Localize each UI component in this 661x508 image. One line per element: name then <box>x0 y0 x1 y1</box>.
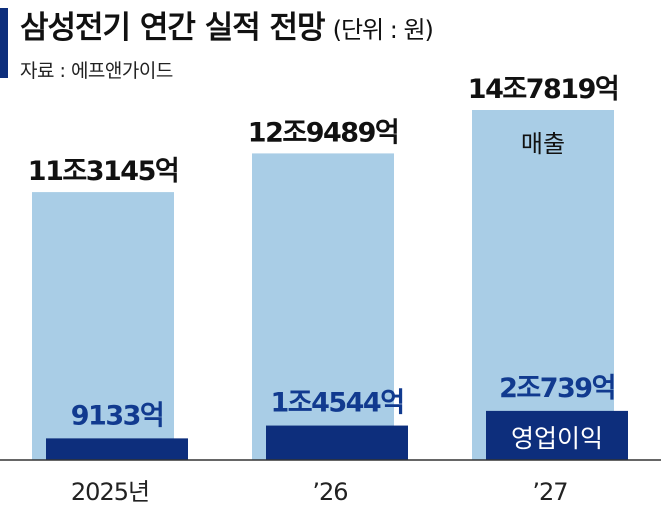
operating-profit-bar <box>46 438 188 460</box>
revenue-bar <box>472 110 614 460</box>
operating-profit-value-label: 2조739억 <box>499 373 615 404</box>
operating-profit-value-label: 1조4544억 <box>270 388 403 419</box>
revenue-value-label: 11조3145억 <box>28 156 178 187</box>
title-row: 삼성전기 연간 실적 전망 (단위 : 원) <box>20 2 434 47</box>
source-note: 자료 : 에프앤가이드 <box>20 60 173 82</box>
x-tick-label: 2025년 <box>71 478 149 506</box>
revenue-series-label: 매출 <box>521 130 565 158</box>
x-tick-label: ’27 <box>532 478 567 506</box>
operating-profit-value-label: 9133억 <box>71 400 164 431</box>
title-accent-bar <box>0 8 8 78</box>
operating-profit-bar <box>486 410 628 460</box>
operating-profit-series-label: 영업이익 <box>511 424 603 453</box>
unit-note: (단위 : 원) <box>332 16 434 44</box>
operating-profit-bar <box>266 425 408 460</box>
revenue-value-label: 14조7819억 <box>468 74 618 105</box>
revenue-bar <box>252 153 394 460</box>
chart-title: 삼성전기 연간 실적 전망 <box>20 10 326 46</box>
revenue-value-label: 12조9489억 <box>248 117 398 148</box>
revenue-bar <box>32 192 174 460</box>
x-tick-label: ’26 <box>312 478 347 506</box>
